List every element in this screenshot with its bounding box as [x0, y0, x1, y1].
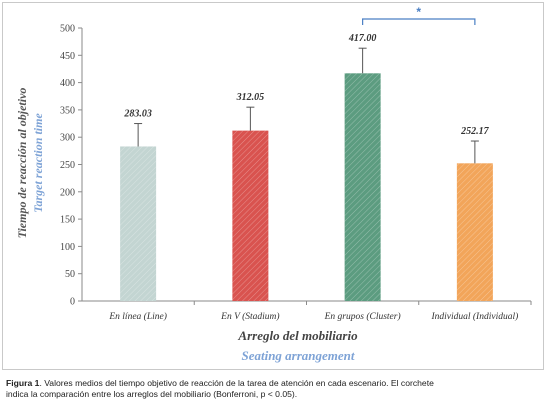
data-label: 252.17 [460, 126, 490, 137]
caption-lead: Figura 1 [6, 378, 40, 388]
data-label: 417.00 [348, 33, 377, 44]
x-tick-label: En grupos (Cluster) [324, 311, 401, 322]
x-axis-label: Arreglo del mobiliario [237, 328, 358, 343]
data-label: 283.03 [123, 109, 152, 120]
y-tick-label: 500 [60, 24, 75, 35]
y-tick-label: 400 [60, 78, 75, 89]
y-tick-label: 150 [60, 215, 75, 226]
significance-bracket [362, 18, 476, 25]
y-tick-label: 200 [60, 187, 75, 198]
figure-caption: Figura 1. Valores medios del tiempo obje… [6, 378, 542, 410]
bar-hatch [344, 73, 381, 302]
significance-marker: * [416, 5, 421, 19]
chart-frame [2, 2, 544, 370]
y-tick-label: 450 [60, 51, 75, 62]
y-axis-label: Tiempo de reacción al objetivo [15, 88, 29, 239]
x-axis-label-en: Seating arrangement [241, 348, 354, 363]
y-tick-label: 50 [65, 269, 75, 280]
bar-hatch [120, 146, 157, 301]
y-tick-label: 0 [70, 297, 75, 308]
y-tick-label: 250 [60, 160, 75, 171]
y-axis-label-en: Target reaction time [31, 113, 45, 213]
x-tick-label: En V (Stadium) [220, 311, 279, 322]
y-tick-label: 100 [60, 242, 75, 253]
y-tick-label: 350 [60, 105, 75, 116]
caption-line-2: indica la comparación entre los arreglos… [6, 389, 298, 399]
caption-line-1: . Valores medios del tiempo objetivo de … [39, 378, 434, 388]
bar-chart: 0 50 100 150 200 250 300 350 400 450 500 En línea (… [15, 5, 532, 363]
y-tick-label: 300 [60, 133, 75, 144]
data-label: 312.05 [236, 92, 265, 103]
x-tick-label: Individual (Individual) [430, 311, 518, 322]
x-tick-label: En línea (Line) [108, 311, 167, 322]
bar-hatch [456, 163, 493, 301]
bar-hatch [232, 130, 269, 301]
